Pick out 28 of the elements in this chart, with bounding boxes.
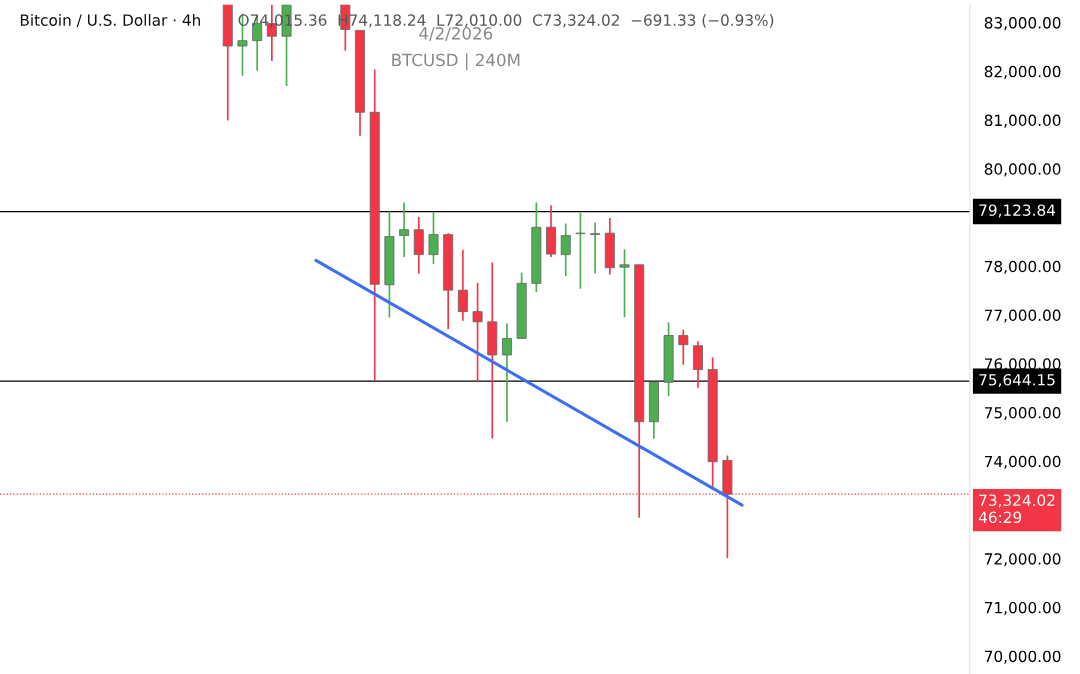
y-tick-label: 75,000.00: [984, 406, 1061, 421]
candlestick: [619, 248, 630, 319]
annotation: BTCUSD | 240M: [392, 53, 520, 70]
ref-line-label: 79,123.84: [979, 204, 1056, 218]
y-tick-label: 74,000.00: [984, 455, 1061, 469]
y-tick-label: 83,000.00: [984, 17, 1061, 31]
ref-line-label: 73,324.02 46:29: [978, 494, 1055, 524]
candlestick: [428, 210, 439, 265]
annotation: 4/2/2026: [419, 27, 493, 41]
candlestick: [501, 322, 512, 423]
annotation: Bitcoin / U.S. Dollar · 4h: [20, 14, 201, 28]
y-tick-label: 71,000.00: [984, 601, 1061, 616]
y-tick-label: 82,000.00: [984, 65, 1061, 79]
candlestick: [678, 328, 689, 366]
candlestick: [560, 222, 571, 277]
y-tick-label: 81,000.00: [984, 114, 1061, 128]
y-tick-label: 70,000.00: [984, 650, 1061, 664]
y-tick-label: 77,000.00: [984, 309, 1061, 323]
candlestick: [590, 221, 601, 275]
candlestick: [472, 282, 483, 384]
candlestick: [399, 201, 410, 258]
y-tick-label: 72,000.00: [984, 553, 1061, 567]
candlestick: [693, 340, 703, 389]
ref-line-label: 75,644.15: [979, 373, 1055, 388]
y-tick-label: 80,000.00: [984, 163, 1061, 177]
candlestick: [575, 211, 586, 290]
y-tick-label: 78,000.00: [984, 260, 1061, 274]
candlestick: [457, 248, 468, 322]
